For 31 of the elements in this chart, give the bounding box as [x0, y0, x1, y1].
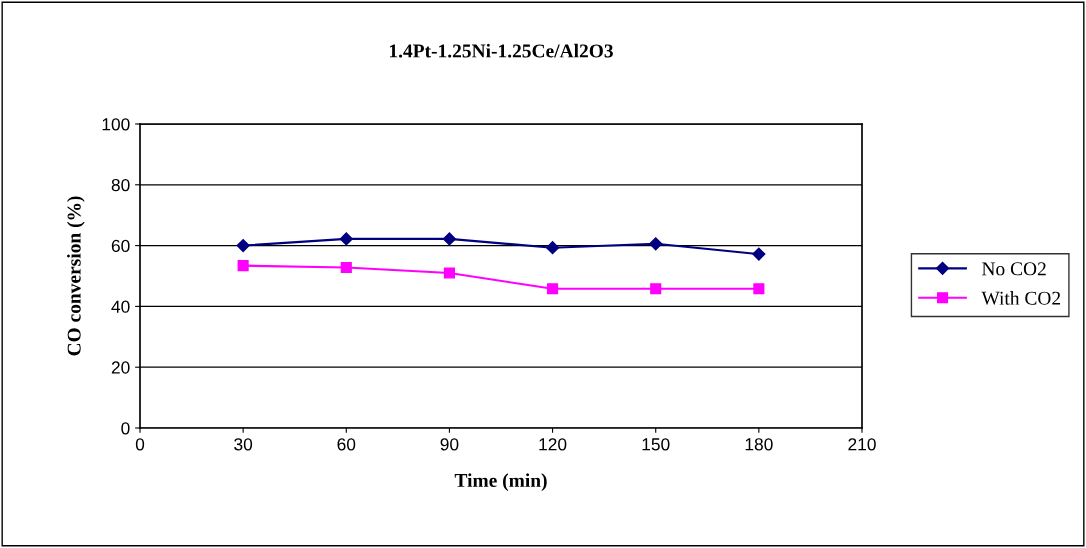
legend-label: No CO2	[981, 262, 1046, 276]
point	[442, 232, 457, 246]
x-tick-label: 210	[848, 438, 876, 451]
x-tick-label: 120	[539, 438, 567, 451]
point	[236, 239, 250, 253]
legend-label: With CO2	[981, 291, 1061, 305]
x-tick-label: 60	[337, 438, 356, 451]
point	[753, 283, 765, 295]
x-tick-label: 30	[234, 438, 253, 451]
point	[547, 283, 559, 295]
point	[650, 283, 662, 295]
y-tick-label: 80	[111, 178, 130, 192]
x-tick-label: 90	[440, 438, 459, 451]
point	[340, 261, 352, 274]
x-tick-label: 0	[135, 438, 145, 451]
y-tick-label: 40	[111, 300, 130, 313]
point	[237, 260, 249, 272]
point	[752, 247, 766, 261]
y-tick-label: 60	[111, 239, 130, 253]
y-tick-label: 100	[102, 118, 130, 131]
x-axis-title: Time (min)	[454, 473, 547, 491]
x-tick-label: 180	[745, 438, 773, 451]
x-tick-label: 150	[642, 438, 670, 451]
y-tick-label: 20	[111, 361, 130, 374]
chart-title: 1.4Pt-1.25Ni-1.25Ce/Al2O3	[389, 43, 613, 58]
point	[443, 267, 455, 279]
y-tick-label: 0	[121, 422, 130, 435]
point	[339, 232, 353, 246]
point	[649, 237, 663, 251]
y-axis-title: CO conversion (%)	[67, 196, 85, 356]
point	[545, 241, 560, 255]
